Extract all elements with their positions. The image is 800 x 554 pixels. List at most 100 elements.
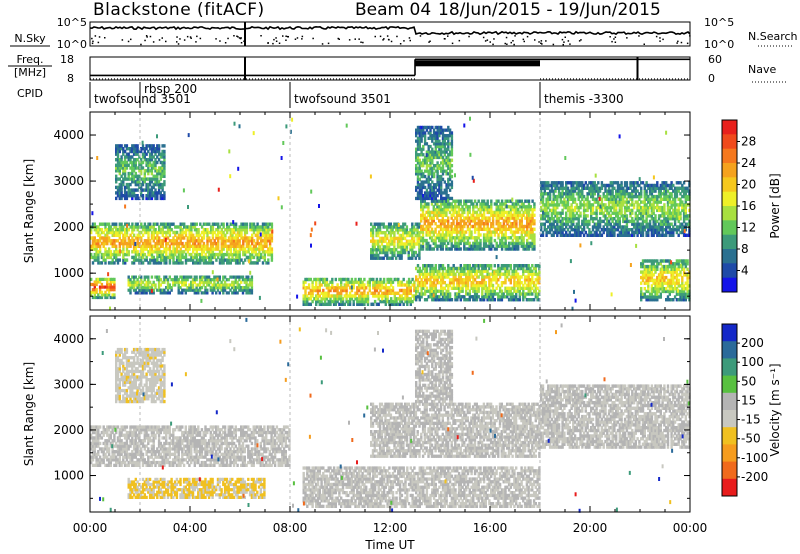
data-cell	[109, 250, 113, 254]
data-cell	[91, 241, 95, 246]
data-cell	[122, 239, 125, 243]
cpid-label: CPID	[17, 87, 43, 100]
data-cell	[131, 239, 134, 243]
data-cell	[98, 261, 102, 265]
nsearch-point	[94, 35, 97, 37]
data-cell	[102, 236, 105, 240]
nsearch-point	[419, 35, 422, 37]
data-cell	[97, 241, 100, 246]
nsearch-point	[510, 41, 512, 44]
data-cell	[113, 233, 116, 237]
data-cell	[168, 230, 172, 235]
data-cell	[158, 236, 161, 240]
data-cell	[127, 244, 130, 248]
data-cell	[90, 252, 93, 257]
data-cell	[152, 222, 155, 226]
data-cell	[115, 239, 118, 243]
nsearch-point	[655, 35, 658, 38]
data-cell	[168, 255, 172, 260]
nsearch-point	[165, 40, 167, 43]
data-cell	[95, 228, 98, 232]
data-cell	[477, 295, 480, 299]
nsearch-point	[689, 35, 691, 37]
data-cell	[111, 261, 114, 265]
data-cell	[113, 222, 116, 226]
data-cell	[159, 241, 163, 246]
data-cell	[147, 225, 150, 229]
data-cell	[481, 289, 484, 293]
data-cell	[122, 241, 125, 246]
data-cell	[165, 241, 168, 246]
nsearch-point	[121, 39, 124, 41]
data-cell	[140, 244, 143, 248]
data-cell	[122, 225, 125, 229]
data-cell	[116, 233, 120, 237]
data-cell	[166, 255, 170, 260]
data-cell	[159, 261, 163, 265]
data-cell	[125, 250, 129, 254]
data-cell	[165, 250, 168, 254]
data-cell	[107, 255, 111, 260]
data-cell	[106, 239, 109, 243]
data-cell	[147, 230, 150, 235]
data-cell	[124, 239, 127, 243]
data-cell	[152, 244, 155, 248]
data-cell	[118, 244, 121, 248]
data-cell	[152, 255, 155, 260]
data-cell	[93, 244, 96, 248]
nsearch-point	[199, 37, 202, 40]
data-cell	[100, 241, 104, 246]
data-cell	[509, 264, 512, 268]
data-cell	[497, 233, 500, 237]
nsearch-point	[145, 35, 148, 37]
data-cell	[161, 225, 164, 229]
nsearch-point	[282, 35, 284, 37]
data-cell	[158, 247, 161, 251]
nsearch-point	[338, 38, 340, 40]
data-cell	[165, 225, 168, 229]
nsearch-point	[396, 35, 398, 38]
data-cell	[95, 255, 98, 260]
data-cell	[331, 277, 334, 282]
data-cell	[156, 233, 159, 237]
data-cell	[165, 244, 168, 248]
nsearch-point	[506, 43, 508, 45]
data-cell	[140, 258, 143, 262]
data-cell	[136, 225, 139, 229]
nsearch-point	[429, 40, 431, 42]
data-cell	[533, 227, 536, 231]
data-cell	[166, 241, 170, 246]
data-cell	[106, 230, 109, 235]
data-cell	[145, 225, 148, 229]
station-title: Blackstone (fitACF)	[93, 0, 265, 20]
data-cell	[172, 252, 175, 257]
data-cell	[113, 244, 116, 248]
data-cell	[111, 239, 114, 243]
data-cell	[125, 244, 129, 248]
nsearch-point	[561, 38, 564, 41]
data-cell	[125, 247, 129, 251]
data-cell	[107, 228, 111, 232]
nsearch-tick-bottom: 10^0	[704, 38, 734, 51]
data-cell	[109, 252, 113, 257]
data-cell	[163, 239, 166, 243]
data-cell	[450, 174, 454, 179]
nsearch-point	[140, 43, 142, 46]
data-cell	[111, 252, 114, 257]
data-cell	[452, 281, 455, 285]
data-cell	[115, 225, 118, 229]
data-cell	[124, 258, 127, 262]
data-cell	[91, 261, 95, 265]
data-cell	[127, 236, 130, 240]
freq-label: Freq.	[16, 53, 43, 66]
data-cell	[95, 241, 98, 246]
data-cell	[168, 261, 172, 265]
data-cell	[90, 228, 93, 232]
data-cell	[111, 228, 114, 232]
nsearch-point	[337, 37, 339, 40]
data-cell	[93, 255, 96, 260]
data-cell	[166, 230, 170, 235]
nsearch-point	[492, 43, 494, 46]
nsearch-point	[562, 43, 564, 46]
data-cell	[104, 222, 107, 226]
